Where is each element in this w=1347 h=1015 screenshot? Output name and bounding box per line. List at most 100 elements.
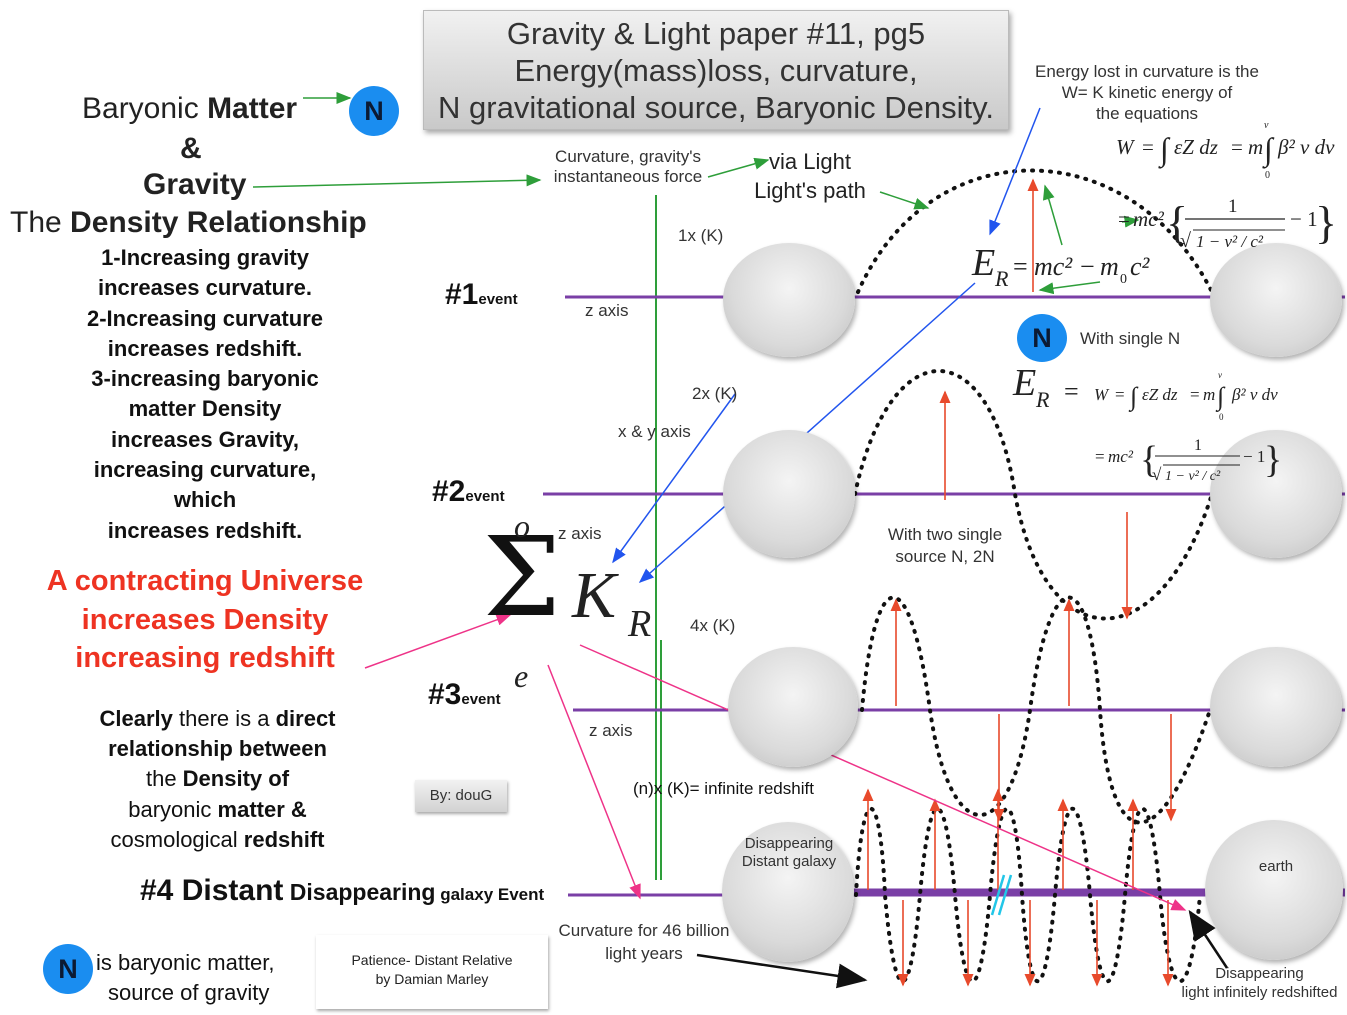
label-line: Curvature, gravity's xyxy=(555,147,701,166)
break-mark xyxy=(997,874,1013,916)
concl-w: Clearly xyxy=(99,706,173,731)
sigma-k: K xyxy=(572,559,617,632)
n-badge-bottom: N xyxy=(43,944,93,994)
heading-bold: Matter xyxy=(207,92,298,125)
title-box: Gravity & Light paper #11, pg5 Energy(ma… xyxy=(423,10,1009,130)
concl-line-4: baryonic matter & xyxy=(60,795,375,825)
label-line: instantaneous force xyxy=(553,167,703,186)
sphere-right-2 xyxy=(1210,430,1342,558)
concl-line-1: Clearly there is a direct xyxy=(60,704,375,734)
label-line: Curvature for 46 billion xyxy=(558,921,730,940)
sphere-right-1 xyxy=(1210,243,1342,357)
label-earth: earth xyxy=(1258,858,1294,875)
label-via-light: via Light Light's path xyxy=(745,147,875,205)
sphere-left-3 xyxy=(728,647,858,767)
arrow-eq-to-axis xyxy=(1038,281,1101,295)
heading-baryonic-matter: Baryonic Matter xyxy=(82,92,297,126)
sigma-symbol: Σ xyxy=(483,513,561,641)
sigma-upper: o xyxy=(514,508,530,544)
list-item: 3-increasing baryonic xyxy=(91,366,319,392)
conclusion-text: Clearly there is a direct relationship b… xyxy=(60,704,375,855)
label-line: Disappearing xyxy=(1215,965,1304,982)
arrow-red-to-sigma xyxy=(364,613,512,669)
curve-event-2 xyxy=(853,369,1214,621)
event-4-part: #4 Distant xyxy=(140,874,284,907)
title-line-2: Energy(mass)loss, curvature, xyxy=(514,53,918,88)
density-pre: The xyxy=(10,206,71,239)
label-z-axis-3: z axis xyxy=(589,721,633,740)
label-curvature-46bn: Curvature for 46 billion light years xyxy=(548,919,740,965)
event-3-label: #3event xyxy=(428,678,501,712)
label-disappearing-light: Disappearing light infinitely redshifted xyxy=(1172,964,1347,1002)
red-line: increasing redshift xyxy=(75,642,335,674)
heading-gravity: Gravity xyxy=(143,168,247,201)
label-disappearing-galaxy: Disappearing Distant galaxy xyxy=(731,835,847,871)
concl-line-5: cosmological redshift xyxy=(60,825,375,855)
label-line: With two single xyxy=(887,525,1003,544)
event-num: #3 xyxy=(428,678,462,711)
list-item: increases redshift. xyxy=(107,517,303,543)
event-2-label: #2event xyxy=(432,475,505,509)
concl-w: there is a xyxy=(172,706,276,731)
arrow-sigma-to-light xyxy=(579,644,1187,911)
arrow-46bn-to-curve xyxy=(696,953,868,989)
label-line: Light's path xyxy=(754,178,866,203)
heading-density: The Density Relationship xyxy=(10,206,367,240)
label-single-n: With single N xyxy=(1080,329,1181,348)
song-credit-box: Patience- Distant Relative by Damian Mar… xyxy=(316,935,548,1009)
label-2x-k: 2x (K) xyxy=(692,384,738,403)
label-energy-lost: Energy lost in curvature is the W= K kin… xyxy=(1018,61,1276,124)
sphere-left-1 xyxy=(723,243,855,357)
arrow-path-to-curve xyxy=(879,191,930,210)
list-item: increases curvature. xyxy=(97,275,313,301)
label-line: the equations xyxy=(1095,104,1199,123)
label-1x-k: 1x (K) xyxy=(678,226,724,245)
relationship-list: 1-Increasing gravity increases curvature… xyxy=(40,243,370,546)
arrow-e-to-curvature xyxy=(547,664,641,900)
event-num: #1 xyxy=(445,278,479,311)
sphere-distant-galaxy xyxy=(722,822,854,962)
break-mark xyxy=(990,874,1006,916)
label-line: Energy lost in curvature is the xyxy=(1035,62,1259,81)
red-arrows xyxy=(862,178,1177,987)
song-line: Patience- Distant Relative xyxy=(351,952,513,968)
sphere-earth xyxy=(1205,820,1343,960)
density-bold: Density Relationship xyxy=(70,206,367,239)
label-line: source N, 2N xyxy=(895,547,995,566)
list-item: 1-Increasing gravity xyxy=(101,245,309,270)
label-line: via Light xyxy=(769,149,851,174)
list-item: increases Gravity, xyxy=(111,426,299,452)
curve-event-1 xyxy=(856,168,1214,294)
label-two-n: With two single source N, 2N xyxy=(876,524,1014,568)
list-item: which xyxy=(173,487,237,513)
n-caption-2: source of gravity xyxy=(108,980,270,1005)
red-line: A contracting Universe xyxy=(46,565,364,597)
concl-w: the xyxy=(145,766,183,792)
concl-w: Density of xyxy=(182,766,290,792)
red-line: increases Density xyxy=(81,603,329,636)
label-z-axis-1: z axis xyxy=(585,301,629,320)
arrow-disappearing-light xyxy=(1188,909,1229,969)
sphere-right-3 xyxy=(1210,647,1342,767)
arrow-eq-to-peak xyxy=(1042,184,1063,246)
arrow-2k-to-sigma xyxy=(612,393,736,564)
label-z-axis-2: z axis xyxy=(558,524,602,543)
sigma-r: R xyxy=(628,603,652,645)
title-line-1: Gravity & Light paper #11, pg5 xyxy=(506,16,926,51)
list-item: 2-Increasing curvature xyxy=(87,305,323,331)
song-line: by Damian Marley xyxy=(375,971,489,987)
event-sub: event xyxy=(461,691,501,708)
label-line: light infinitely redshifted xyxy=(1181,984,1338,1001)
event-4-part: galaxy xyxy=(435,885,494,904)
heading-amp: & xyxy=(180,132,202,165)
list-item: matter Density xyxy=(128,396,282,422)
concl-w: redshift xyxy=(243,826,325,852)
arrow-energy-to-er xyxy=(989,107,1041,236)
concl-w: baryonic xyxy=(128,796,218,822)
arrow-curvature-to-light xyxy=(707,157,770,178)
event-sub: event xyxy=(465,488,505,505)
event-4-part: Disappearing xyxy=(283,879,436,905)
label-xy-axis: x & y axis xyxy=(618,422,691,441)
label-line: Distant galaxy xyxy=(741,853,837,870)
